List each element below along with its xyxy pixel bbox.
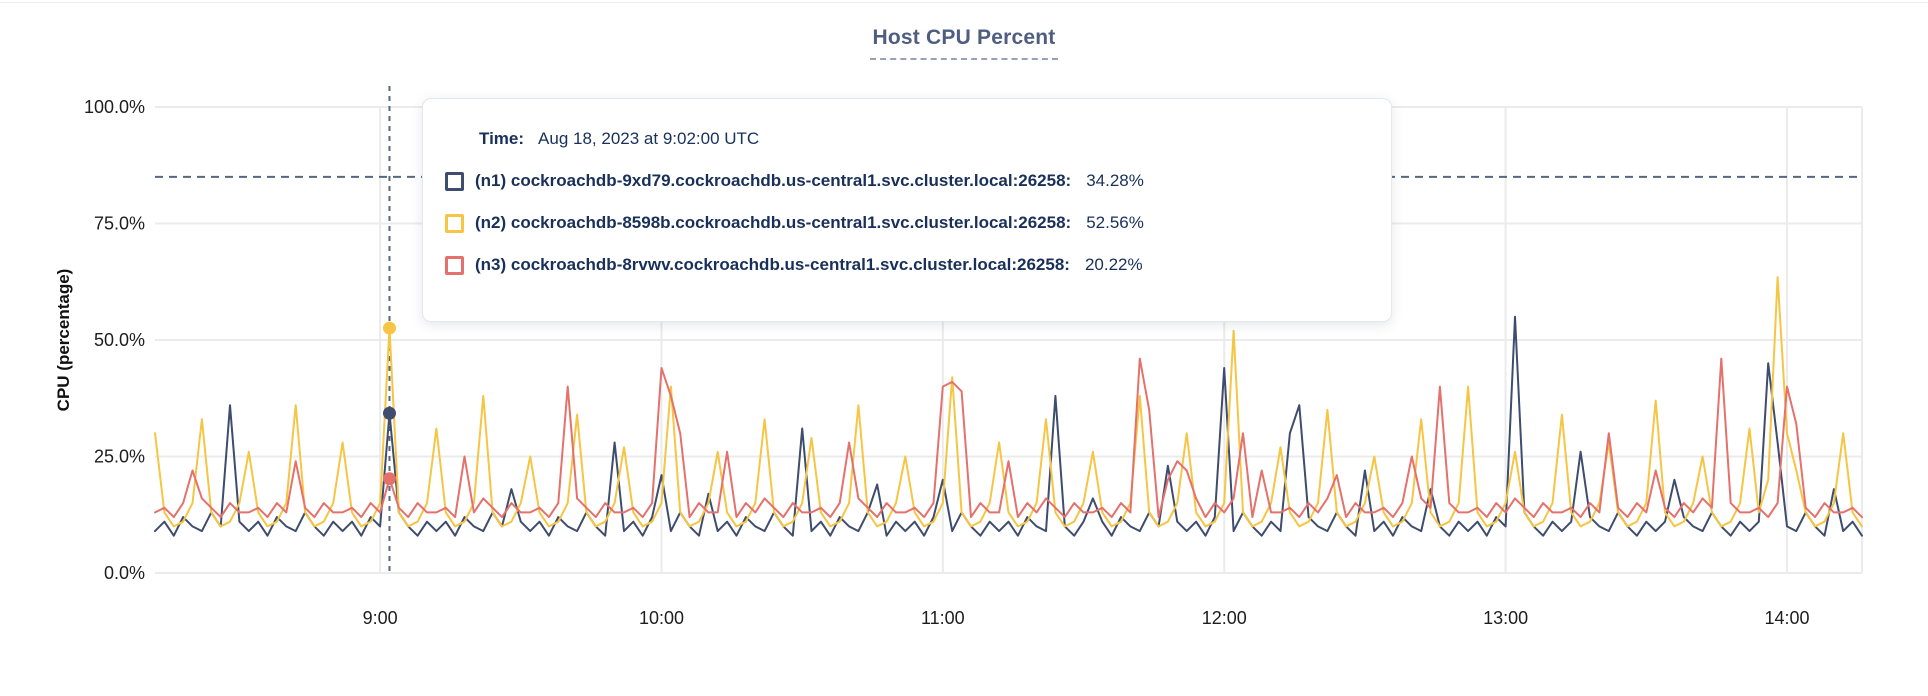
series-swatch-n3-icon <box>445 255 464 275</box>
tooltip-time-label: Time: <box>479 129 525 148</box>
tooltip-series-label-n1: (n1) cockroachdb-9xd79.cockroachdb.us-ce… <box>475 171 1072 190</box>
tooltip-series-row-n3: (n3) cockroachdb-8rvwv.cockroachdb.us-ce… <box>445 255 1371 275</box>
x-tick-label: 9:00 <box>363 608 398 628</box>
tooltip-series-value-n2: 52.56% <box>1086 213 1144 232</box>
top-divider <box>0 2 1928 3</box>
hover-dot-n3 <box>382 472 396 486</box>
tooltip-time-value: Aug 18, 2023 at 9:02:00 UTC <box>538 129 760 148</box>
x-tick-label: 11:00 <box>921 608 965 628</box>
x-tick-label: 10:00 <box>639 608 684 628</box>
x-tick-label: 14:00 <box>1764 608 1809 628</box>
series-swatch-n1-icon <box>445 171 464 191</box>
chart-title[interactable]: Host CPU Percent <box>869 26 1059 60</box>
series-line-n1 <box>154 315 1863 537</box>
series-line-n2 <box>154 276 1863 528</box>
x-tick-label: 13:00 <box>1483 608 1528 628</box>
tooltip-series-value-n1: 34.28% <box>1086 171 1144 190</box>
series-line-n3 <box>154 357 1863 519</box>
tooltip-series-row-n1: (n1) cockroachdb-9xd79.cockroachdb.us-ce… <box>445 171 1371 191</box>
tooltip-series-label-n3: (n3) cockroachdb-8rvwv.cockroachdb.us-ce… <box>475 255 1070 274</box>
tooltip-series-row-n2: (n2) cockroachdb-8598b.cockroachdb.us-ce… <box>445 213 1371 233</box>
y-tick-label: 50.0% <box>94 330 145 350</box>
chart-title-wrap: Host CPU Percent <box>0 26 1928 60</box>
tooltip-series-value-n3: 20.22% <box>1084 255 1143 274</box>
hover-dot-n1 <box>382 406 396 420</box>
tooltip-time-row: Time: Aug 18, 2023 at 9:02:00 UTC <box>445 129 1371 149</box>
tooltip-series-label-n2: (n2) cockroachdb-8598b.cockroachdb.us-ce… <box>475 213 1072 232</box>
chart-tooltip: Time: Aug 18, 2023 at 9:02:00 UTC (n1) co… <box>422 98 1392 322</box>
x-tick-label: 12:00 <box>1202 608 1247 628</box>
hover-dot-n2 <box>382 321 396 335</box>
y-tick-label: 0.0% <box>104 563 145 583</box>
series-swatch-n2-icon <box>445 213 464 233</box>
y-tick-label: 25.0% <box>94 447 145 467</box>
y-tick-label: 75.0% <box>94 214 145 234</box>
y-tick-label: 100.0% <box>84 97 145 117</box>
